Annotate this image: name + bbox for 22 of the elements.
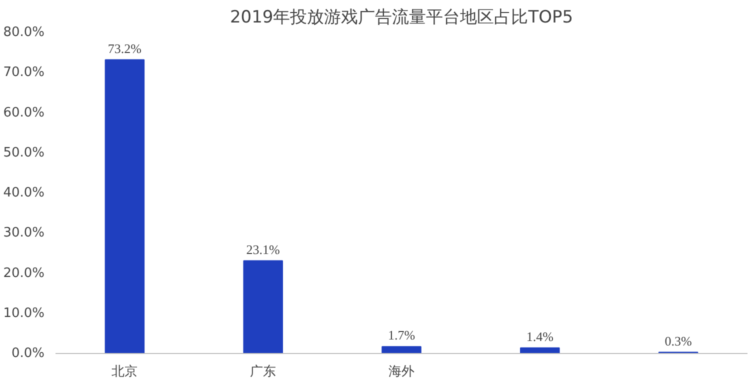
y-tick-label: 0.0% <box>11 346 45 361</box>
bar <box>520 347 560 354</box>
bar <box>243 260 283 354</box>
y-tick-label: 10.0% <box>3 306 45 321</box>
bar <box>382 346 422 354</box>
data-label: 1.7% <box>388 328 416 343</box>
data-label: 73.2% <box>108 40 142 56</box>
y-tick-label: 80.0% <box>3 25 45 40</box>
y-tick-label: 20.0% <box>3 266 45 281</box>
chart-title: 2019年投放游戏广告流量平台地区占比TOP5 <box>230 8 574 28</box>
x-tick-label: 广东 <box>250 364 276 380</box>
y-tick-label: 50.0% <box>3 145 45 160</box>
y-tick-label: 60.0% <box>3 105 45 120</box>
x-tick-label: 北京 <box>112 364 138 380</box>
data-label: 0.3% <box>664 333 692 348</box>
y-tick-label: 70.0% <box>3 65 45 80</box>
x-tick-label: 海外 <box>388 364 414 380</box>
data-label: 23.1% <box>246 242 280 257</box>
data-label: 1.4% <box>526 328 554 344</box>
y-tick-label: 40.0% <box>3 186 45 200</box>
bar <box>104 59 145 354</box>
y-tick-label: 30.0% <box>3 226 45 241</box>
